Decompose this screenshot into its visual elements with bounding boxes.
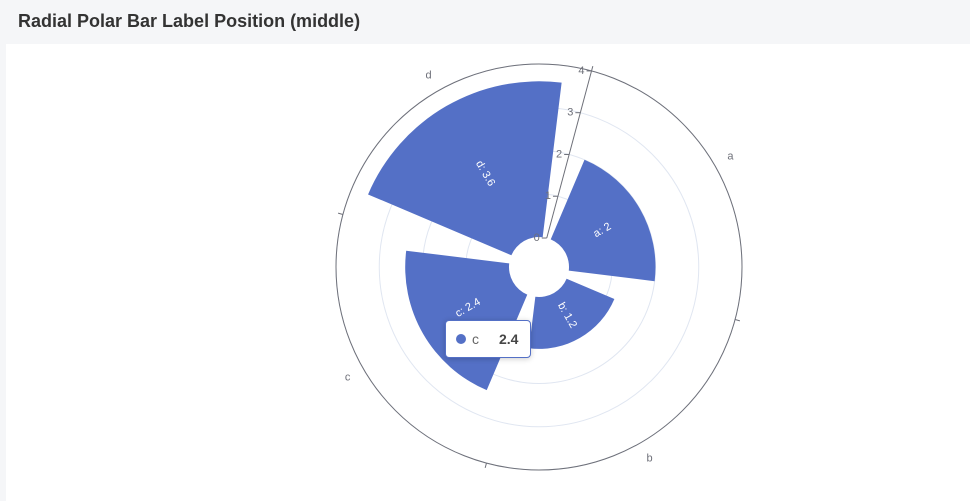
angle-axis-label: b xyxy=(646,452,652,464)
radius-axis-label: 3 xyxy=(567,107,573,119)
tooltip-series-marker xyxy=(456,334,466,344)
tooltip-name: c xyxy=(472,331,479,347)
angle-axis-line xyxy=(335,63,743,471)
angle-axis-tick xyxy=(734,319,741,322)
angle-axis-label: a xyxy=(727,150,734,162)
angle-axis-label: d xyxy=(425,70,431,82)
angle-axis-label: c xyxy=(345,371,351,383)
tooltip-value: 2.4 xyxy=(499,331,519,347)
angle-axis-tick xyxy=(337,212,344,215)
radius-axis-label: 0 xyxy=(534,232,540,244)
angle-axis-tick xyxy=(591,65,594,72)
bar-b xyxy=(529,278,615,349)
bar-d xyxy=(368,81,562,256)
chart-title: Radial Polar Bar Label Position (middle) xyxy=(18,11,361,31)
angle-axis-tick xyxy=(484,462,487,469)
radius-axis-line xyxy=(546,70,593,239)
radius-axis-label: 4 xyxy=(578,65,584,77)
radius-axis-label: 1 xyxy=(545,190,551,202)
tooltip: c 2.4 xyxy=(445,320,532,358)
bar-a xyxy=(550,159,656,282)
radius-axis-label: 2 xyxy=(556,148,562,160)
